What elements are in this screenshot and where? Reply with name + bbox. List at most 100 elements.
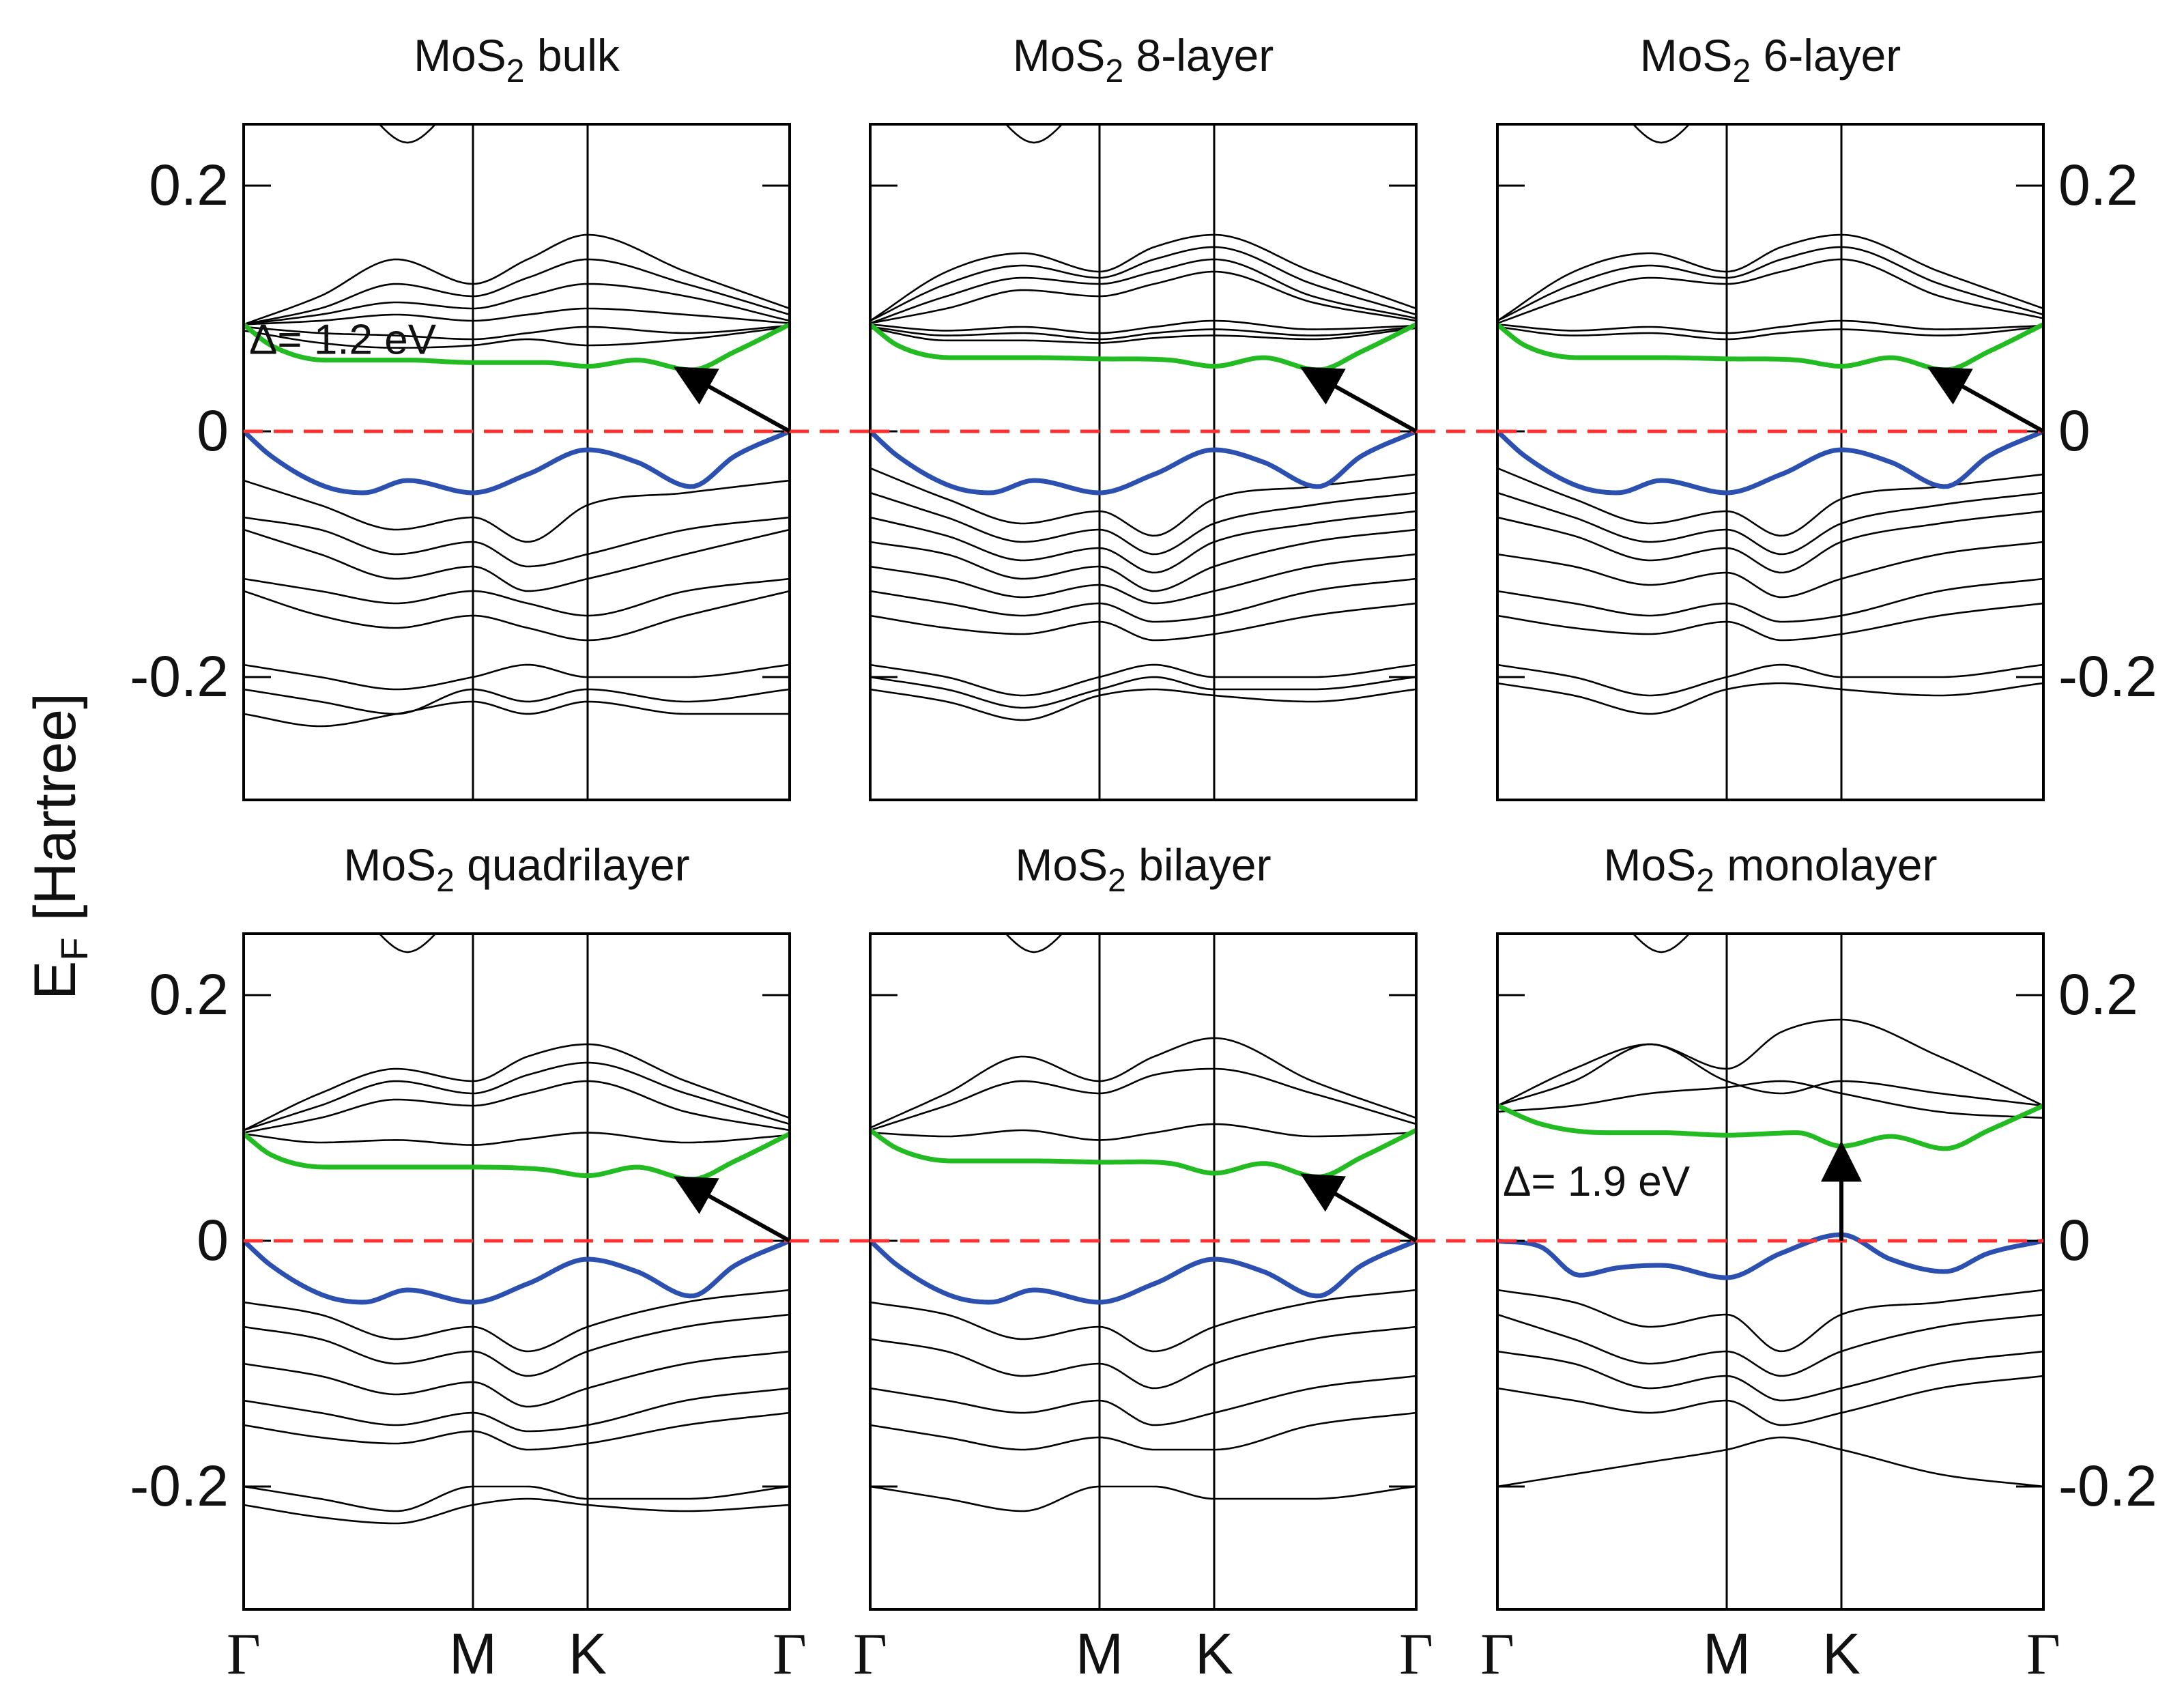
panel-title-subscript: 2 — [1105, 53, 1123, 89]
panel-title-subscript: 2 — [1696, 863, 1714, 899]
valence-band-1 — [870, 1325, 1416, 1390]
valence-band-2 — [1497, 1350, 2043, 1402]
band-gap-label: Δ= 1.2 eV — [249, 316, 437, 363]
ytick-label-left: 0 — [197, 1208, 229, 1272]
band-gap-label: Δ= 1.9 eV — [1503, 1158, 1691, 1205]
conduction-band-0 — [244, 1043, 790, 1132]
valence-band-0 — [244, 479, 790, 543]
panel-plot-area — [1497, 934, 2043, 1609]
y-axis-label: EF [Hartree] — [23, 693, 96, 1000]
conduction-band-0 — [244, 233, 790, 326]
panel-frame — [869, 123, 1418, 801]
panel-title-suffix: 8-layer — [1123, 30, 1274, 81]
ytick-label-right: 0 — [2058, 399, 2090, 463]
ytick-label-right: -0.2 — [2058, 1454, 2157, 1518]
ytick-label-right: -0.2 — [2058, 644, 2157, 708]
conduction-band-2 — [1497, 258, 2043, 324]
y-axis-label-spacer — [23, 921, 88, 938]
band-gap-arrow — [1300, 1173, 1418, 1243]
conduction-band-2 — [870, 1123, 1416, 1141]
kpoint-label-Γ: Γ — [853, 1621, 887, 1686]
panel-title-suffix: 6-layer — [1751, 30, 1901, 81]
panel-title-suffix: bilayer — [1126, 839, 1271, 890]
conduction-band-3 — [244, 1132, 790, 1146]
panel-8layer: MoS2 8-layer — [869, 30, 1497, 801]
valence-band-0 — [1497, 1289, 2043, 1353]
conduction-band-2 — [1497, 1080, 2043, 1119]
panel-title-subscript: 2 — [1732, 53, 1751, 89]
y-axis-label-text: EF [Hartree] — [23, 693, 96, 1000]
kpoint-label-K: K — [569, 1622, 607, 1686]
kpoint-label-K: K — [1195, 1622, 1233, 1686]
ytick-label-right: 0.2 — [2058, 962, 2138, 1027]
valence-band-maximum — [244, 1238, 790, 1305]
panel-title-prefix: MoS — [1013, 30, 1106, 81]
valence-band-2 — [244, 528, 790, 592]
band-gap-arrow — [673, 367, 791, 433]
panel-title: MoS2 bulk — [414, 30, 620, 89]
panel-frame — [1496, 932, 2045, 1611]
y-axis-label-subscript: F — [53, 937, 96, 960]
valence-band-3 — [1497, 1375, 2043, 1426]
valence-band-maximum — [870, 1238, 1416, 1305]
kpoint-label-Γ: Γ — [1480, 1621, 1514, 1686]
conduction-band-5 — [244, 326, 790, 349]
conduction-band-1 — [870, 246, 1416, 322]
ytick-label-right: 0 — [2058, 1208, 2090, 1272]
conduction-band-3 — [870, 270, 1416, 324]
conduction-band-6 — [870, 327, 1416, 344]
panel-title-suffix: monolayer — [1714, 839, 1938, 890]
conduction-band-2 — [244, 1080, 790, 1134]
valence-band-5 — [1497, 602, 2043, 642]
valence-band-4 — [244, 1411, 790, 1451]
panel-frame — [242, 123, 791, 801]
panel-monolayer: MoS2 monolayer 0.2 0 -0.2 Δ= 1.9 eV Γ M K Γ — [1480, 839, 2157, 1686]
valence-band-8 — [870, 676, 1416, 709]
valence-band-9 — [870, 688, 1416, 721]
valence-band-6 — [1497, 663, 2043, 697]
panel-title-prefix: MoS — [343, 839, 436, 890]
conduction-band-4 — [1497, 326, 2043, 341]
panel-title-subscript: 2 — [436, 863, 455, 899]
kpoint-label-M: M — [1076, 1622, 1123, 1686]
valence-band-4 — [1497, 1436, 2043, 1488]
y-axis-label-unit: [Hartree] — [23, 693, 88, 921]
valence-band-6 — [870, 602, 1416, 642]
valence-band-3 — [244, 577, 790, 617]
conduction-band-minimum — [1497, 1103, 2043, 1151]
valence-band-3 — [1497, 541, 2043, 599]
valence-band-3 — [870, 1411, 1416, 1451]
valence-band-2 — [870, 510, 1416, 574]
kpoint-label-M: M — [1703, 1622, 1751, 1686]
panel-title: MoS2 quadrilayer — [343, 839, 689, 899]
panel-title-prefix: MoS — [1015, 839, 1108, 890]
conduction-band-1 — [244, 258, 790, 326]
panel-frame — [1496, 123, 2045, 801]
conduction-band-0 — [870, 233, 1416, 322]
panel-title: MoS2 monolayer — [1604, 839, 1938, 899]
valence-band-1 — [870, 491, 1416, 556]
conduction-band-1 — [1497, 246, 2043, 322]
valence-band-0 — [244, 1289, 790, 1353]
kpoint-label-K: K — [1822, 1622, 1860, 1686]
ytick-label-left: 0.2 — [149, 962, 229, 1027]
valence-band-2 — [244, 1350, 790, 1408]
conduction-band-minimum — [870, 1128, 1416, 1179]
conduction-band-3 — [1497, 319, 2043, 334]
kpoint-label-Γ: Γ — [227, 1621, 261, 1686]
valence-band-7 — [1497, 682, 2043, 715]
valence-band-3 — [244, 1387, 790, 1433]
panel-title: MoS2 bilayer — [1015, 839, 1271, 899]
conduction-band-4 — [870, 319, 1416, 334]
valence-band-1 — [244, 1313, 790, 1377]
ytick-label-left: -0.2 — [130, 644, 229, 708]
kpoint-label-M: M — [449, 1622, 497, 1686]
valence-band-1 — [244, 516, 790, 568]
panel-plot-area — [1497, 124, 2043, 800]
conduction-band-1 — [870, 1067, 1416, 1132]
valence-band-maximum — [1497, 429, 2043, 496]
valence-band-maximum — [1497, 1232, 2043, 1280]
panel-frame — [869, 932, 1418, 1611]
